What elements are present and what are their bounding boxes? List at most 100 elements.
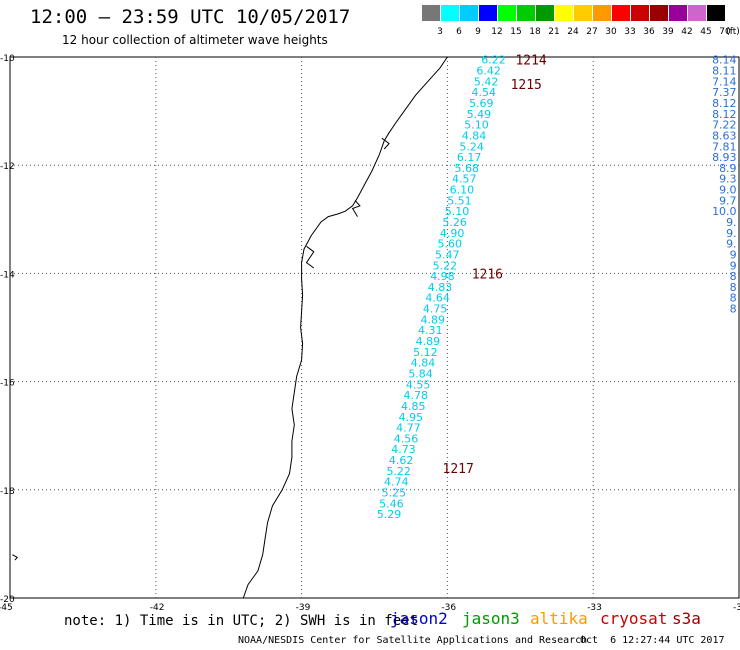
swh-label: 5.69 — [469, 97, 494, 110]
lat-tick-label: -12 — [0, 162, 15, 172]
swh-label: 6.17 — [457, 151, 482, 164]
color-legend: 3 6 9 12 15 18 21 24 27 30 33 36 39 42 45 70 (ft) — [422, 5, 740, 39]
lon-tick-label: -39 — [296, 603, 311, 610]
swh-label: 5.42 — [474, 75, 499, 88]
axis-labels: -45 -42 -39 -36 -33 -30 -10 -12 -14 -16 -18 -20 — [0, 54, 740, 610]
swh-label: 8 — [730, 303, 737, 316]
legend-label: 12 — [491, 27, 503, 37]
swh-label: 9. — [726, 216, 737, 229]
legend-swatch — [650, 5, 668, 21]
map-title: 12:00 – 23:59 UTC 10/05/2017 — [30, 6, 351, 28]
lon-tick-label: -42 — [150, 603, 165, 610]
wave-height-map: -45 -42 -39 -36 -33 -30 -10 -12 -14 -16 -18 -20 6.2… — [0, 54, 740, 610]
swh-label: 10.0 — [712, 205, 737, 218]
swh-label: 9 — [730, 248, 737, 261]
lat-tick-label: -16 — [0, 379, 15, 389]
legend-swatch — [555, 5, 573, 21]
lat-lon-grid — [10, 57, 739, 598]
satellite-name: altika — [530, 609, 588, 628]
legend-label: 42 — [681, 27, 693, 37]
swh-label: 4.77 — [396, 422, 421, 435]
legend-swatch — [612, 5, 630, 21]
legend-label: 45 — [700, 27, 712, 37]
swh-label: 8 — [730, 270, 737, 283]
swh-label: 5.10 — [445, 205, 470, 218]
swh-label: 8.93 — [712, 151, 737, 164]
swh-label: 7.81 — [712, 140, 737, 153]
swh-label: 5.29 — [377, 508, 402, 521]
coastline-path — [242, 56, 448, 599]
river-mouth-outline — [381, 137, 390, 150]
legend-label: 6 — [456, 27, 462, 37]
legend-swatch — [422, 5, 440, 21]
swh-label: 9. — [726, 238, 737, 251]
satellite-name: cryosat — [600, 609, 668, 628]
legend-swatch — [460, 5, 478, 21]
swh-label: 4.75 — [423, 303, 448, 316]
swh-label: 5.49 — [467, 108, 492, 121]
swh-label: 4.83 — [428, 281, 453, 294]
legend-swatch — [498, 5, 516, 21]
swh-label: 5.24 — [459, 140, 484, 153]
pass-number: 1217 — [443, 462, 474, 477]
swh-label: 5.47 — [435, 248, 460, 261]
pass-number: 1214 — [515, 54, 546, 69]
swh-label: 4.62 — [389, 454, 414, 467]
legend-label: 70 — [719, 27, 731, 37]
swh-label: 8.11 — [712, 65, 737, 78]
swh-label: 4.56 — [394, 432, 419, 445]
swh-label: 8.14 — [712, 54, 737, 67]
lat-tick-label: -18 — [0, 487, 15, 497]
swh-label: 4.89 — [420, 313, 445, 326]
legend-swatch — [688, 5, 706, 21]
legend-label: 21 — [548, 27, 560, 37]
swh-label: 4.84 — [411, 357, 436, 370]
swh-label: 5.46 — [379, 497, 404, 510]
swh-label: 4.55 — [406, 378, 431, 391]
map-subtitle: 12 hour collection of altimeter wave hei… — [62, 33, 328, 47]
swh-label: 4.57 — [452, 173, 477, 186]
legend-label: 3 — [437, 27, 443, 37]
coast-fragment — [12, 554, 19, 561]
altimeter-tracks: 6.226.425.424.545.695.495.104.845.246.17… — [377, 54, 737, 521]
lat-tick-label: -20 — [0, 595, 15, 605]
legend-units: (ft) — [726, 27, 740, 37]
swh-label: 4.90 — [440, 227, 465, 240]
swh-label: 8 — [730, 281, 737, 294]
legend-label: 18 — [529, 27, 541, 37]
swh-label: 4.64 — [425, 292, 450, 305]
swh-label: 4.73 — [391, 443, 416, 456]
legend-label: 36 — [643, 27, 655, 37]
swh-label: 9. — [726, 227, 737, 240]
swh-label: 4.54 — [472, 86, 497, 99]
swh-label: 5.84 — [408, 367, 433, 380]
swh-label: 8.9 — [719, 162, 737, 175]
satellite-name: jason2 — [390, 609, 448, 628]
pass-number: 1216 — [472, 267, 503, 282]
legend-swatch — [593, 5, 611, 21]
generated-timestamp: Oct 6 12:27:44 UTC 2017 — [580, 635, 725, 646]
legend-swatch — [631, 5, 649, 21]
swh-label: 5.10 — [464, 119, 489, 132]
satellite-name: jason3 — [462, 609, 520, 628]
swh-label: 4.85 — [401, 400, 426, 413]
legend-swatch — [669, 5, 687, 21]
swh-label: 6.42 — [476, 65, 501, 78]
swh-label: 5.60 — [437, 238, 462, 251]
swh-label: 4.31 — [418, 324, 443, 337]
inlet-outline — [305, 245, 315, 269]
swh-label: 4.89 — [416, 335, 441, 348]
swh-label: 5.25 — [382, 487, 407, 500]
legend-label: 30 — [605, 27, 617, 37]
swh-label: 5.68 — [454, 162, 479, 175]
swh-label: 9 — [730, 259, 737, 272]
legend-swatch — [707, 5, 725, 21]
swh-label: 7.14 — [712, 75, 737, 88]
swh-label: 5.51 — [447, 194, 472, 207]
legend-swatch — [574, 5, 592, 21]
lon-tick-label: -33 — [587, 603, 602, 610]
swh-label: 5.22 — [433, 259, 458, 272]
swh-label: 9.3 — [719, 173, 737, 186]
legend-label: 9 — [475, 27, 481, 37]
swh-label: 5.22 — [386, 465, 411, 478]
